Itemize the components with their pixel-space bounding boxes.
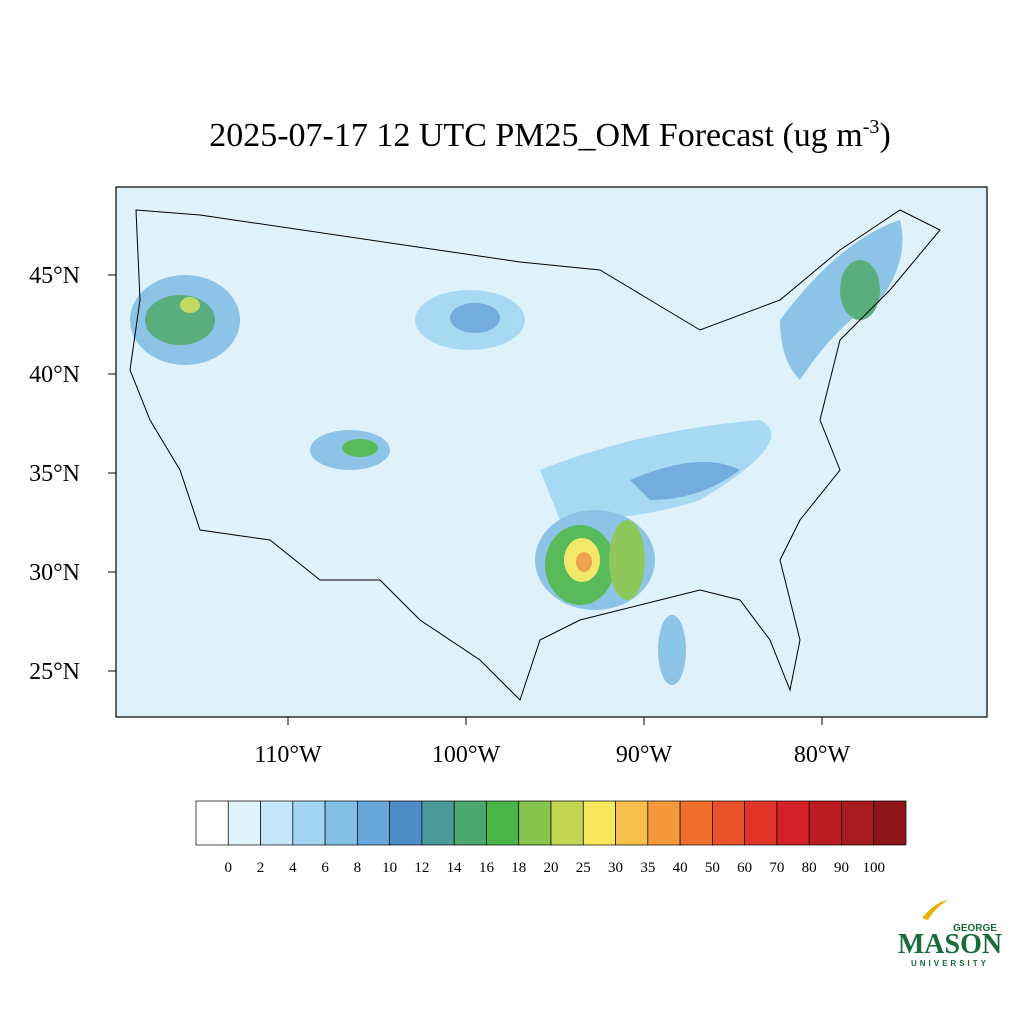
colorbar-box: [357, 800, 390, 846]
plume: [840, 260, 880, 320]
colorbar-box: [421, 800, 455, 846]
colorbar-label: 8: [354, 860, 362, 876]
title-superscript: -3: [863, 116, 880, 138]
coastline: [129, 209, 941, 701]
colorbar-box: [389, 800, 423, 846]
colorbar-label: 20: [544, 860, 559, 876]
colorbar-box: [195, 800, 229, 846]
colorbar-box: [486, 800, 520, 846]
colorbar-box: [744, 800, 778, 846]
colorbar-label: 0: [225, 860, 233, 876]
colorbar-box: [260, 800, 294, 846]
colorbar-box: [873, 800, 907, 846]
logo-main: MASON: [898, 929, 1002, 960]
concentration-field: [130, 220, 903, 685]
lat-label: 25°N: [29, 659, 80, 685]
title-main: 2025-07-17 12 UTC PM25_OM Forecast (ug m: [209, 117, 863, 154]
plume: [630, 462, 740, 500]
colorbar-box: [550, 800, 584, 846]
colorbar-label: 10: [382, 860, 397, 876]
colorbar-label: 90: [834, 860, 849, 876]
colorbar-box: [518, 800, 552, 846]
colorbar-box: [292, 800, 326, 846]
colorbar-label: 30: [608, 860, 623, 876]
colorbar-box: [776, 800, 810, 846]
lat-label: 30°N: [29, 560, 80, 586]
colorbar-box: [679, 800, 713, 846]
plume: [450, 303, 500, 333]
colorbar-box: [227, 800, 261, 846]
logo: GEORGE MASON UNIVERSITY: [898, 900, 1002, 968]
colorbar-label: 2: [257, 860, 265, 876]
title-end: ): [879, 117, 890, 154]
colorbar-label: 50: [705, 860, 720, 876]
plume: [145, 295, 215, 345]
colorbar-label: 60: [737, 860, 752, 876]
lat-label: 45°N: [29, 263, 80, 289]
lat-label: 40°N: [29, 362, 80, 388]
colorbar-box: [324, 800, 358, 846]
colorbar-box: [808, 800, 842, 846]
logo-mark: [922, 900, 948, 920]
colorbar-box: [582, 800, 616, 846]
colorbar-label: 6: [321, 860, 329, 876]
colorbar-label: 70: [769, 860, 784, 876]
colorbar-box: [712, 800, 745, 846]
title: 2025-07-17 12 UTC PM25_OM Forecast (ug m…: [209, 116, 891, 154]
colorbar-label: 16: [479, 860, 495, 876]
colorbar: 0 2 4 6 8 10 12 14 16 18 20 25 30 35 40 50 60 70 80 90 100: [195, 800, 907, 876]
lon-label: 100°W: [432, 742, 501, 768]
colorbar-box: [841, 800, 875, 846]
plume: [609, 520, 645, 600]
logo-top: GEORGE: [953, 923, 997, 934]
colorbar-label: 14: [447, 860, 463, 876]
colorbar-label: 4: [289, 860, 297, 876]
plume: [540, 420, 772, 520]
lon-label: 80°W: [794, 742, 851, 768]
plume: [576, 552, 592, 572]
lon-label: 90°W: [616, 742, 673, 768]
lat-label: 35°N: [29, 461, 80, 487]
plume: [658, 615, 686, 685]
colorbar-label: 25: [576, 860, 591, 876]
lon-label: 110°W: [254, 742, 322, 768]
axis-labels: 45°N 40°N 35°N 30°N 25°N 110°W 100°W 90°W 80°W: [29, 263, 850, 768]
colorbar-box: [647, 800, 681, 846]
colorbar-label: 35: [640, 860, 655, 876]
plume: [342, 439, 378, 457]
map: [115, 186, 988, 718]
colorbar-box: [453, 800, 487, 846]
colorbar-label: 12: [414, 860, 429, 876]
colorbar-box: [615, 800, 649, 846]
plume: [180, 297, 200, 313]
logo-bottom: UNIVERSITY: [911, 959, 989, 968]
colorbar-label: 40: [673, 860, 688, 876]
map-frame: [115, 186, 988, 718]
colorbar-label: 80: [802, 860, 817, 876]
colorbar-label: 100: [862, 860, 885, 876]
colorbar-label: 18: [511, 860, 526, 876]
